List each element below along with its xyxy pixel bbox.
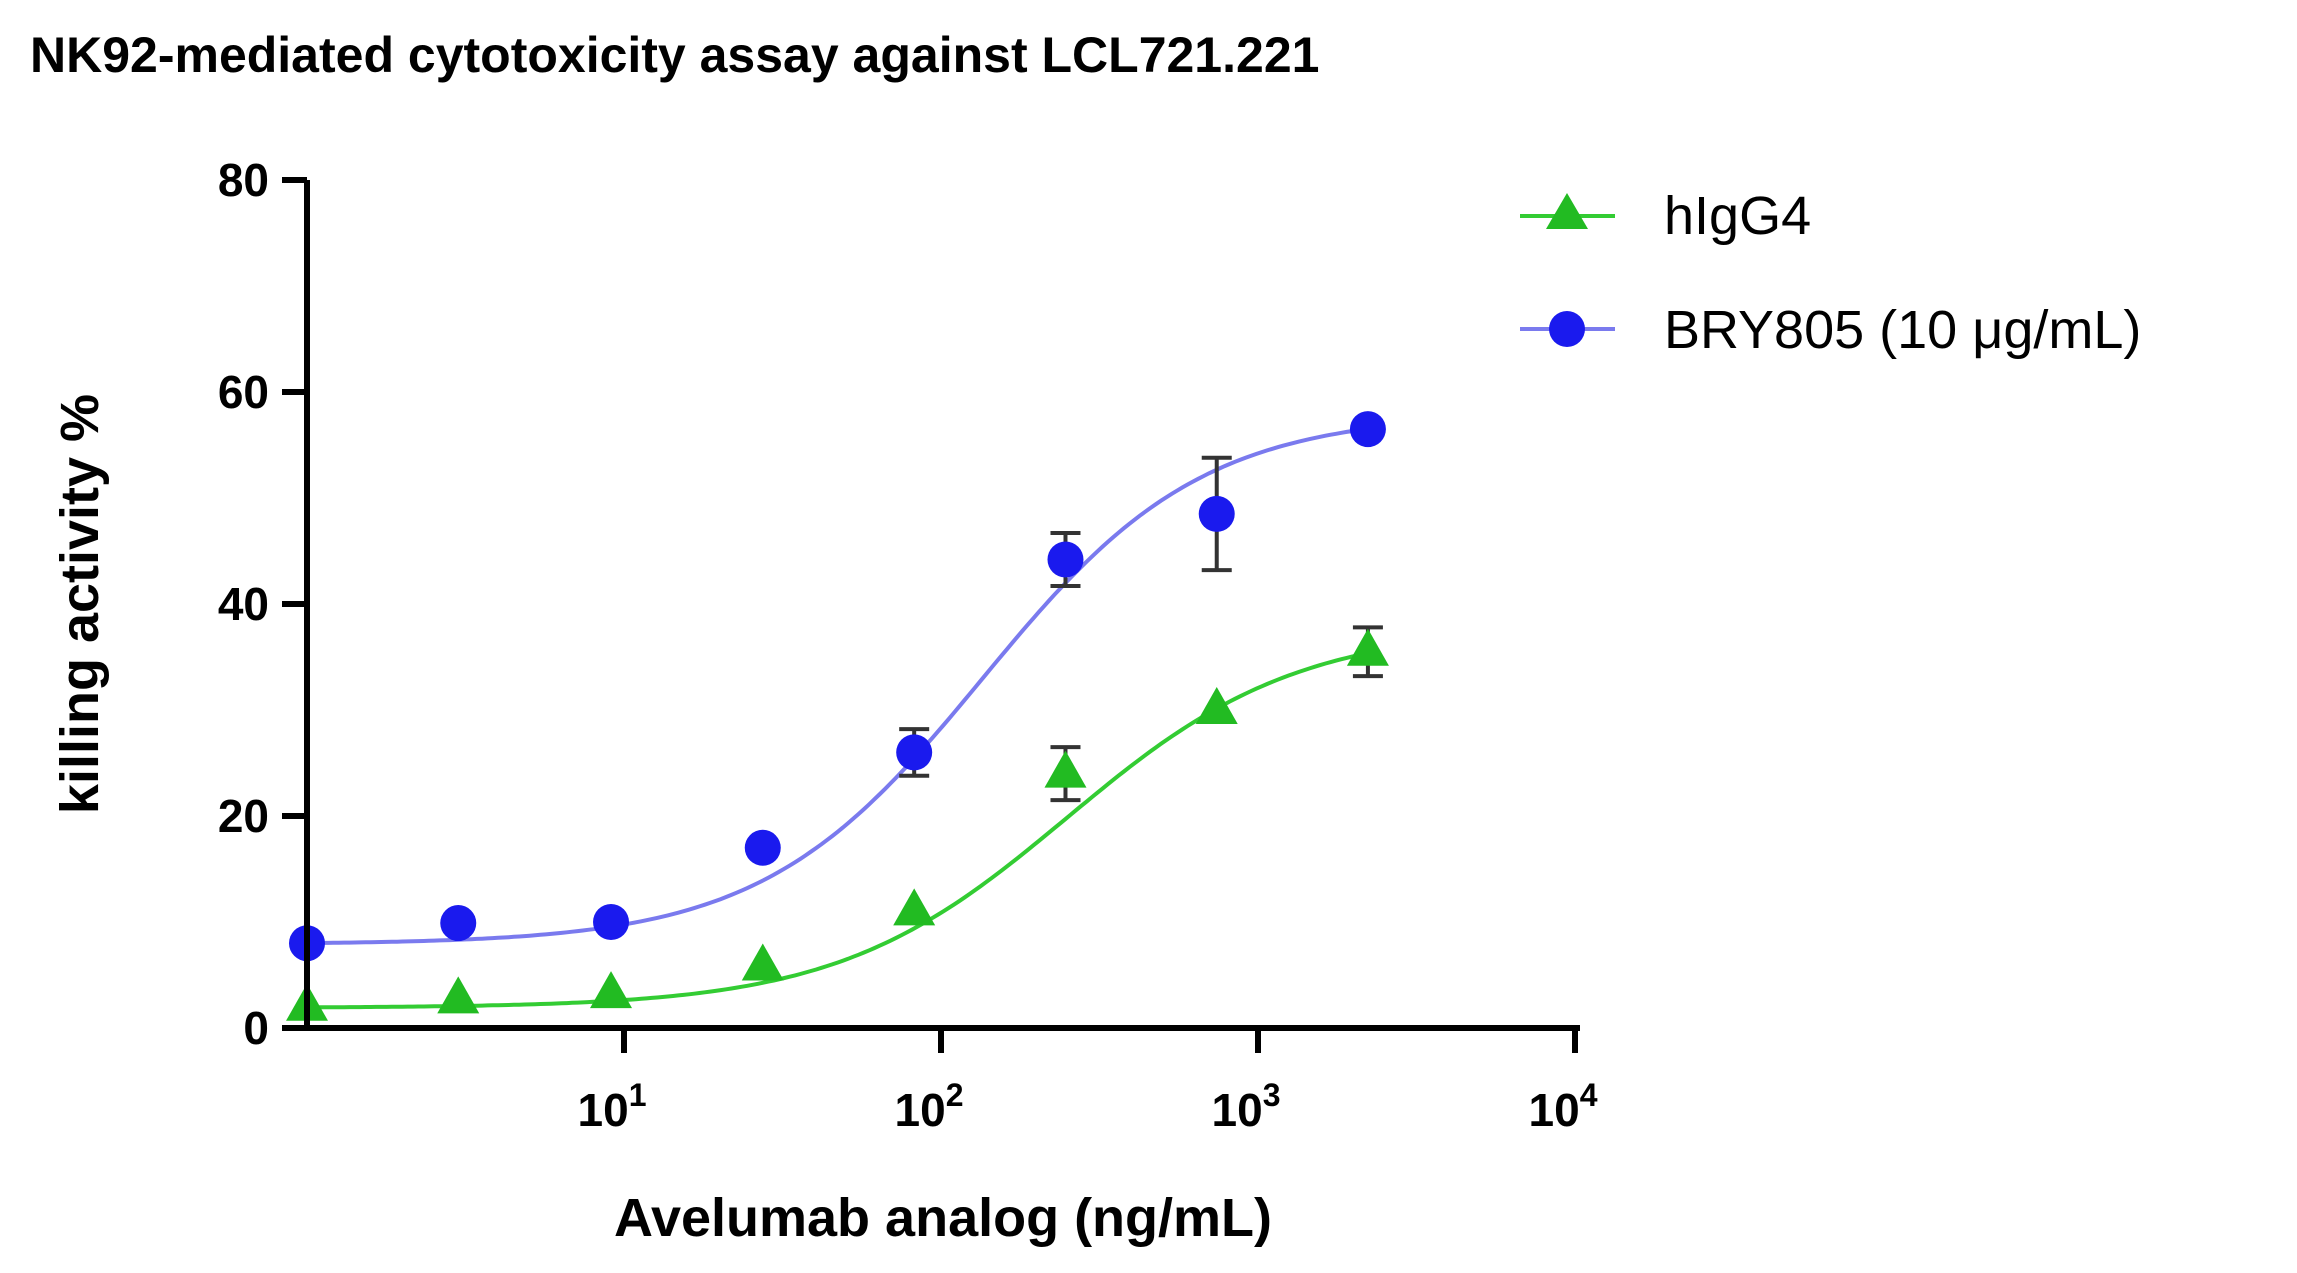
legend-triangle-icon [1546, 193, 1588, 229]
x-tick-exponent: 1 [629, 1077, 647, 1113]
data-point [440, 905, 477, 942]
legend-item-bry805: BRY805 (10 μg/mL) [1520, 300, 2141, 360]
x-tick-base: 10 [578, 1084, 629, 1136]
x-tick-label: 101 [578, 1077, 647, 1136]
y-tick-label: 40 [218, 578, 269, 630]
series-1 [289, 411, 1386, 962]
x-axis-label: Avelumab analog (ng/mL) [614, 1188, 1272, 1248]
legend: hIgG4 BRY805 (10 μg/mL) [1520, 186, 2141, 360]
x-tick-exponent: 2 [946, 1077, 964, 1113]
data-point [741, 943, 784, 981]
x-tick-label: 102 [895, 1077, 964, 1136]
legend-item-hIgG4: hIgG4 [1520, 186, 1811, 246]
legend-label-bry805: BRY805 (10 μg/mL) [1664, 300, 2141, 360]
data-point [1198, 495, 1235, 532]
chart-title: NK92-mediated cytotoxicity assay against… [30, 27, 1319, 83]
y-tick-label: 80 [218, 154, 269, 206]
data-point [1044, 750, 1087, 788]
y-ticks: 0 20 40 60 80 [218, 154, 307, 1054]
data-point [896, 734, 933, 771]
data-point [590, 971, 633, 1009]
data-point [437, 976, 480, 1014]
x-tick-exponent: 3 [1263, 1077, 1281, 1113]
fit-curve-1 [307, 426, 1369, 946]
data-point [593, 904, 630, 940]
y-axis-label: killing activity % [50, 394, 110, 814]
data-point [893, 888, 936, 926]
y-tick-label: 0 [243, 1002, 269, 1054]
fit-curve-0 [306, 651, 1369, 1010]
data-point [1047, 541, 1084, 578]
y-tick-label: 20 [218, 790, 269, 842]
data-point [1346, 628, 1389, 666]
data-point [1195, 687, 1238, 724]
x-tick-base: 10 [1212, 1084, 1263, 1136]
legend-label-hIgG4: hIgG4 [1664, 186, 1811, 246]
x-tick-exponent: 4 [1580, 1077, 1598, 1113]
x-tick-label: 103 [1212, 1077, 1281, 1136]
data-point [744, 829, 781, 866]
plot-area [286, 411, 1389, 1021]
data-point [1349, 411, 1386, 448]
series-0 [286, 625, 1389, 1021]
x-ticks: 101 102 103 104 [578, 1028, 1598, 1136]
x-tick-base: 10 [1529, 1084, 1580, 1136]
x-tick-base: 10 [895, 1084, 946, 1136]
y-tick-label: 60 [218, 366, 269, 418]
x-tick-label: 104 [1529, 1077, 1598, 1136]
legend-circle-icon [1549, 311, 1585, 347]
